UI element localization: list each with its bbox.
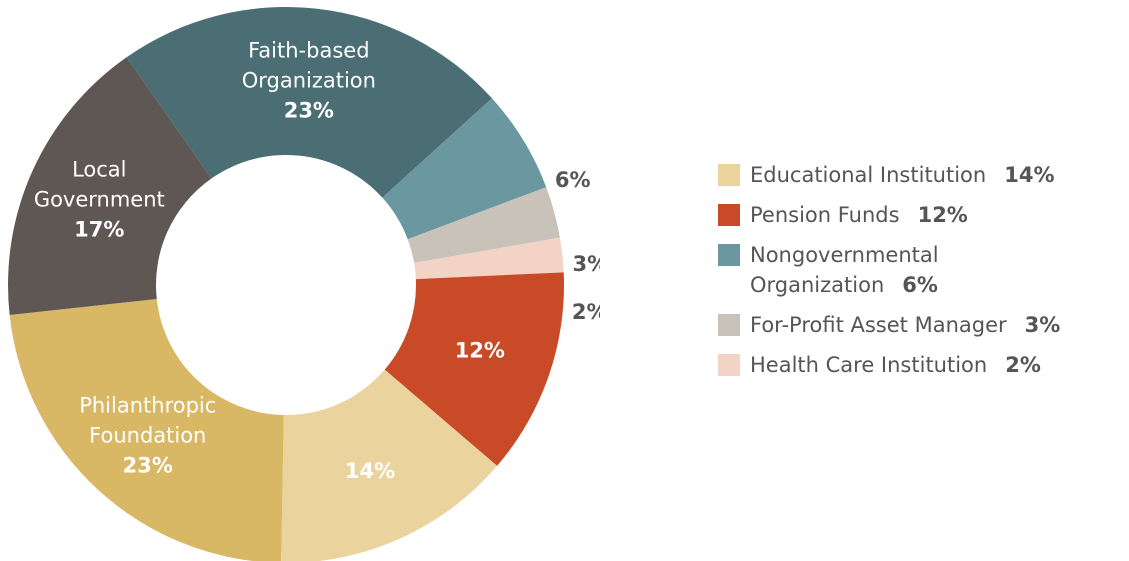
legend-label: Educational Institution bbox=[750, 163, 987, 187]
slice bbox=[382, 98, 547, 240]
slice-value-label: 2% bbox=[572, 300, 600, 324]
slice-value-label: 6% bbox=[555, 168, 591, 192]
slice-name-label: Local Government bbox=[34, 157, 165, 211]
slice-name-line: Local bbox=[72, 157, 126, 181]
legend-swatch bbox=[718, 204, 740, 226]
slice-value-label: 17% bbox=[74, 217, 124, 241]
slice-name-label: Philanthropic Foundation bbox=[79, 393, 216, 447]
slice bbox=[7, 57, 212, 316]
slice-value-label: 3% bbox=[573, 252, 600, 276]
slice bbox=[9, 299, 284, 561]
legend-item: Nongovernmental Organization 6% bbox=[718, 240, 1118, 300]
legend-label: For-Profit Asset Manager bbox=[750, 313, 1007, 337]
slice-name-line: Government bbox=[34, 187, 165, 211]
legend-text: Educational Institution 14% bbox=[750, 160, 1054, 190]
legend: Educational Institution 14% Pension Funds 1… bbox=[718, 160, 1118, 390]
legend-swatch bbox=[718, 314, 740, 336]
legend-text: Nongovernmental Organization 6% bbox=[750, 240, 939, 300]
slice-value-label: 23% bbox=[284, 98, 334, 122]
slice bbox=[414, 237, 564, 280]
slice-value-label: 12% bbox=[455, 339, 505, 363]
legend-text: For-Profit Asset Manager 3% bbox=[750, 310, 1060, 340]
slice-name-label: Faith-based Organization bbox=[242, 38, 376, 92]
slice-name-line: Philanthropic bbox=[79, 393, 216, 417]
legend-value: 6% bbox=[902, 273, 938, 297]
slice bbox=[384, 272, 564, 466]
slice-value-label: 14% bbox=[345, 459, 395, 483]
legend-value: 12% bbox=[917, 203, 968, 227]
slice-name-line: Faith-based bbox=[248, 38, 369, 62]
slice-name-line: Foundation bbox=[89, 423, 206, 447]
legend-swatch bbox=[718, 354, 740, 376]
legend-label: Nongovernmental Organization bbox=[750, 243, 939, 297]
legend-item: Health Care Institution 2% bbox=[718, 350, 1118, 380]
legend-label: Pension Funds bbox=[750, 203, 900, 227]
legend-value: 14% bbox=[1004, 163, 1055, 187]
slice bbox=[281, 369, 498, 561]
legend-text: Pension Funds 12% bbox=[750, 200, 968, 230]
slice-value-label: 23% bbox=[123, 453, 173, 477]
legend-swatch bbox=[718, 164, 740, 186]
slice bbox=[407, 187, 560, 263]
legend-item: For-Profit Asset Manager 3% bbox=[718, 310, 1118, 340]
legend-item: Pension Funds 12% bbox=[718, 200, 1118, 230]
slice bbox=[126, 6, 492, 198]
legend-text: Health Care Institution 2% bbox=[750, 350, 1041, 380]
slice-name-line: Organization bbox=[242, 68, 376, 92]
legend-value: 2% bbox=[1005, 353, 1041, 377]
legend-label: Health Care Institution bbox=[750, 353, 988, 377]
donut: Faith-based Organization 23% 6% 3% 2% 12% 14% Ph… bbox=[7, 6, 600, 561]
legend-swatch bbox=[718, 244, 740, 266]
legend-item: Educational Institution 14% bbox=[718, 160, 1118, 190]
legend-value: 3% bbox=[1024, 313, 1061, 337]
